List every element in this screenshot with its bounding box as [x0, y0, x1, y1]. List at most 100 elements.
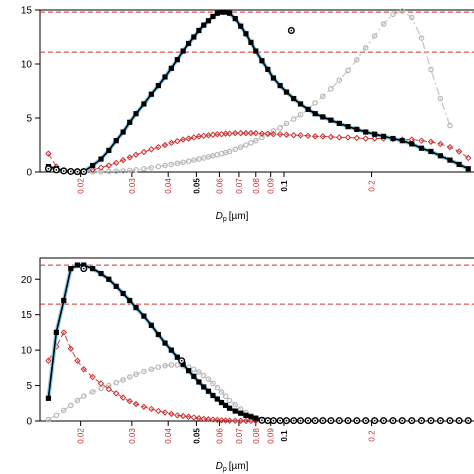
- series-point-black: [253, 415, 259, 421]
- series-point-red: [222, 417, 229, 424]
- series-point-black: [68, 266, 74, 272]
- series-point-open-dot: [373, 419, 376, 422]
- series-point-red: [247, 129, 255, 137]
- series-point-grey: [185, 158, 192, 165]
- series-point-open-dot: [355, 419, 358, 422]
- series-point-grey: [399, 8, 406, 14]
- series-point-red: [140, 403, 148, 411]
- series-point-red: [237, 129, 244, 137]
- series-point-black: [354, 126, 360, 132]
- series-point-black: [196, 379, 202, 385]
- series-point-black: [214, 10, 220, 16]
- x-tick-label: 0.2: [368, 430, 377, 442]
- series-point-black: [168, 65, 174, 71]
- x-tick-label: 0.08: [252, 178, 261, 194]
- series-point-red: [258, 130, 266, 137]
- series-point-grey: [312, 100, 318, 106]
- series-point-black: [133, 111, 139, 117]
- series-point-open-dot: [299, 419, 302, 422]
- series-point-black: [180, 361, 186, 367]
- series-point-open-dot: [69, 170, 72, 173]
- series-point-red: [112, 390, 120, 397]
- series-point-red: [264, 130, 272, 137]
- series-point-black: [409, 141, 415, 147]
- series-point-red: [126, 154, 133, 161]
- series-point-red: [209, 416, 217, 423]
- series-point-black: [297, 101, 304, 107]
- series-point-red: [97, 164, 105, 171]
- series-point-open-dot: [430, 419, 432, 422]
- series-point-black: [363, 129, 369, 135]
- series-point-grey: [133, 371, 139, 378]
- series-point-black: [201, 384, 207, 390]
- series-point-black: [141, 313, 147, 319]
- series-point-black: [456, 161, 462, 168]
- series-point-black: [232, 408, 238, 414]
- series-point-red: [290, 132, 297, 139]
- series-point-black: [141, 101, 147, 107]
- series-point-red: [148, 405, 155, 413]
- series-point-black: [270, 75, 277, 81]
- series-point-red: [242, 417, 250, 425]
- y-tick-label: 15: [21, 6, 33, 17]
- series-point-black: [336, 120, 342, 126]
- series-line-black: [47, 264, 263, 421]
- series-point-grey: [106, 382, 112, 389]
- series-point-black: [328, 117, 334, 123]
- series-point-black: [120, 129, 126, 135]
- series-point-red: [214, 416, 221, 424]
- series-point-open-dot: [290, 29, 293, 32]
- series-point-open-dot: [439, 419, 442, 422]
- series-point-black: [238, 23, 244, 29]
- series-point-grey: [141, 368, 147, 375]
- series-point-red: [427, 138, 435, 145]
- series-point-open-dot: [338, 419, 341, 422]
- series-point-black: [74, 262, 81, 268]
- series-point-black: [243, 31, 249, 37]
- series-point-red: [232, 129, 239, 137]
- series-point-red: [80, 366, 87, 373]
- series-point-grey: [180, 159, 186, 166]
- x-tick-label: 0.07: [235, 428, 244, 444]
- series-point-red: [218, 417, 225, 424]
- series-point-red: [112, 159, 120, 167]
- x-tick-label: 0.1: [280, 180, 289, 192]
- series-line-red: [47, 132, 469, 172]
- series-point-red: [232, 417, 239, 424]
- series-point-black: [372, 131, 378, 137]
- series-point-red: [371, 135, 378, 142]
- series-point-grey: [53, 412, 60, 419]
- series-point-grey: [210, 380, 216, 387]
- series-point-black: [380, 133, 387, 139]
- series-point-open-dot: [330, 419, 332, 422]
- series-point-black: [265, 66, 271, 72]
- series-point-open-dot: [314, 419, 317, 422]
- series-point-grey: [214, 384, 221, 391]
- series-point-grey: [162, 162, 168, 169]
- x-tick-label: 0.09: [267, 428, 276, 444]
- series-point-red: [190, 414, 198, 421]
- series-point-red: [195, 133, 203, 140]
- series-point-grey: [226, 397, 233, 404]
- series-point-black: [222, 9, 229, 15]
- series-point-red: [155, 407, 162, 415]
- series-point-open-dot: [307, 419, 309, 422]
- series-point-black: [243, 412, 249, 418]
- series-point-grey: [277, 124, 283, 131]
- series-point-red: [97, 380, 105, 387]
- series-point-grey: [74, 397, 81, 404]
- series-point-grey: [80, 393, 87, 399]
- series-point-red: [67, 345, 74, 352]
- series-point-black: [81, 262, 87, 268]
- series-point-black: [226, 405, 233, 411]
- series-point-black: [312, 111, 318, 117]
- series-point-red: [74, 357, 81, 364]
- series-point-black: [106, 147, 112, 153]
- series-point-red: [60, 329, 67, 336]
- series-point-red: [336, 134, 343, 141]
- series-point-red: [119, 394, 127, 401]
- series-point-grey: [162, 362, 168, 369]
- series-point-open-dot: [449, 419, 451, 422]
- series-point-red: [89, 373, 96, 381]
- series-point-black: [162, 340, 168, 346]
